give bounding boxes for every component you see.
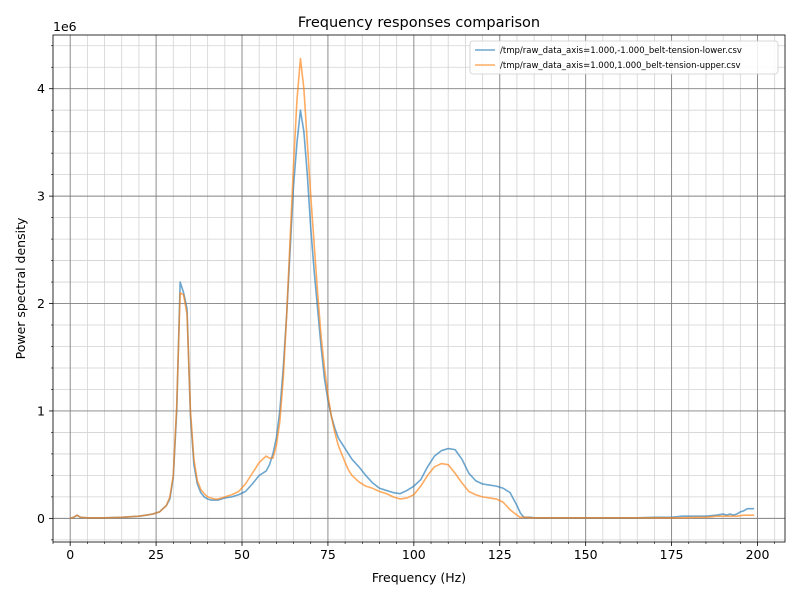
y-tick-label: 3 — [37, 189, 45, 204]
series-line-1 — [69, 109, 755, 520]
y-tick-label: 2 — [37, 296, 45, 311]
series-layer — [69, 57, 755, 520]
legend-box — [469, 40, 779, 75]
y-tick-label: 4 — [37, 81, 45, 96]
major-grid — [53, 35, 785, 542]
legend: /tmp/raw_data_axis=1.000,-1.000_belt-ten… — [469, 40, 779, 75]
ticks-layer: 0 25 50 75 100 125 150 175 200 0 1 2 3 4 — [37, 45, 775, 562]
legend-label-1: /tmp/raw_data_axis=1.000,-1.000_belt-ten… — [500, 46, 742, 56]
x-tick-label: 25 — [148, 547, 164, 562]
x-tick-label: 75 — [320, 547, 336, 562]
x-tick-label: 50 — [234, 547, 250, 562]
y-tick-label: 0 — [37, 511, 45, 526]
x-axis-label: Frequency (Hz) — [372, 570, 466, 585]
x-tick-label: 150 — [574, 547, 598, 562]
y-axis-scale-label: 1e6 — [53, 19, 77, 34]
series-line-2 — [69, 57, 755, 520]
y-tick-label: 1 — [37, 403, 45, 418]
legend-label-2: /tmp/raw_data_axis=1.000,1.000_belt-tens… — [500, 61, 741, 71]
minor-grid — [52, 35, 785, 542]
plot-frame — [52, 34, 786, 543]
x-tick-label: 175 — [660, 547, 684, 562]
chart-title: Frequency responses comparison — [298, 15, 540, 31]
y-axis-label: Power spectral density — [13, 217, 28, 359]
x-tick-label: 200 — [746, 547, 770, 562]
x-tick-label: 100 — [402, 547, 426, 562]
x-tick-label: 125 — [488, 547, 512, 562]
x-tick-label: 0 — [66, 547, 74, 562]
